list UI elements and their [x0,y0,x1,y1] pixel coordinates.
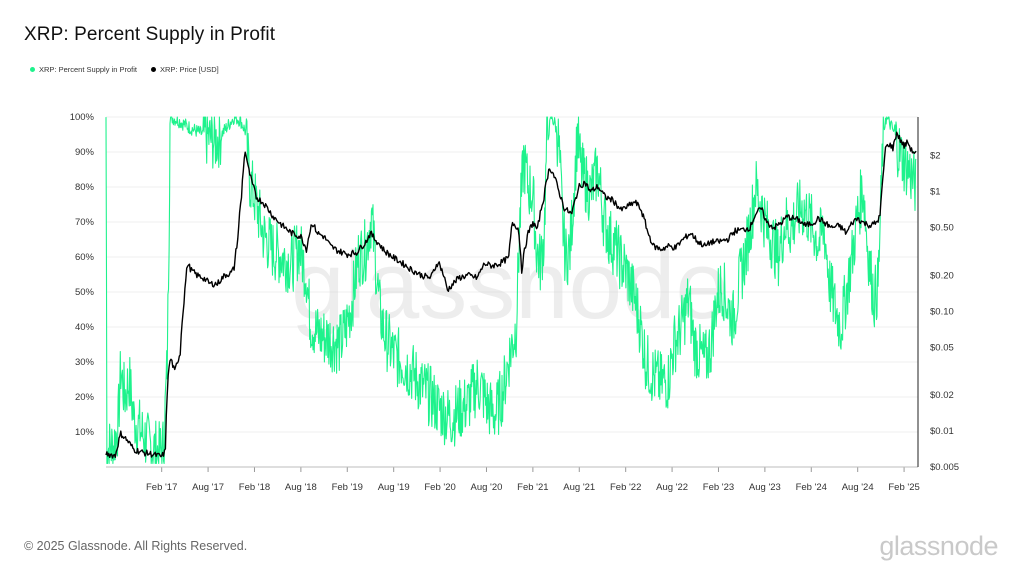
x-tick-label: Feb '17 [146,482,177,493]
legend: XRP: Percent Supply in Profit XRP: Price… [30,65,219,74]
y-left-tick-label: 30% [75,357,95,368]
series-line-price [105,131,917,459]
brand-logo: glassnode [879,531,998,561]
y-left-tick-label: 80% [75,182,95,193]
y-left-tick-label: 70% [75,217,95,228]
y-right-tick-label: $0.02 [930,390,954,401]
legend-swatch-supply-profit [30,67,35,72]
copyright-text: © 2025 Glassnode. All Rights Reserved. [24,539,248,553]
y-right-tick-label: $0.50 [930,223,954,234]
x-tick-label: Feb '18 [239,482,270,493]
legend-item-supply-profit[interactable]: XRP: Percent Supply in Profit [30,65,137,74]
y-right-tick-label: $0.005 [930,462,959,473]
x-tick-label: Feb '24 [796,482,827,493]
x-tick-label: Aug '24 [842,482,874,493]
y-left-tick-label: 90% [75,147,95,158]
axes: 10% 20% 30% 40% 50% 60% 70% 80% 90% 100% $0.005 $0.… [70,112,959,493]
legend-label-price: XRP: Price [USD] [159,65,219,74]
x-tick-label: Feb '21 [517,482,548,493]
x-tick-label: Aug '19 [378,482,410,493]
y-right-tick-label: $1 [930,187,941,198]
series-line-supply-profit [105,116,917,465]
y-right-tick-label: $0.05 [930,342,954,353]
x-tick-label: Aug '17 [192,482,224,493]
y-right-tick-label: $0.01 [930,426,954,437]
y-right-tick-label: $0.20 [930,270,954,281]
x-tick-label: Feb '19 [332,482,363,493]
y-left-tick-label: 50% [75,287,95,298]
legend-swatch-price [150,67,156,72]
x-tick-label: Feb '25 [888,482,919,493]
x-tick-label: Aug '18 [285,482,317,493]
y-left-tick-label: 100% [70,112,95,123]
series-group [105,116,917,465]
x-tick-label: Feb '20 [424,482,455,493]
y-right-tick-label: $0.10 [930,306,954,317]
chart-title: XRP: Percent Supply in Profit [24,24,276,45]
x-tick-label: Aug '20 [471,482,503,493]
legend-item-price[interactable]: XRP: Price [USD] [150,65,219,74]
x-tick-label: Feb '23 [703,482,734,493]
x-tick-label: Aug '21 [563,482,595,493]
y-right-tick-label: $2 [930,151,941,162]
y-left-tick-label: 60% [75,252,95,263]
y-left-tick-label: 40% [75,322,95,333]
x-tick-label: Feb '22 [610,482,641,493]
y-left-tick-label: 20% [75,392,95,403]
x-tick-label: Aug '22 [656,482,688,493]
y-left-tick-label: 10% [75,427,95,438]
legend-label-supply-profit: XRP: Percent Supply in Profit [39,65,137,74]
x-tick-label: Aug '23 [749,482,781,493]
